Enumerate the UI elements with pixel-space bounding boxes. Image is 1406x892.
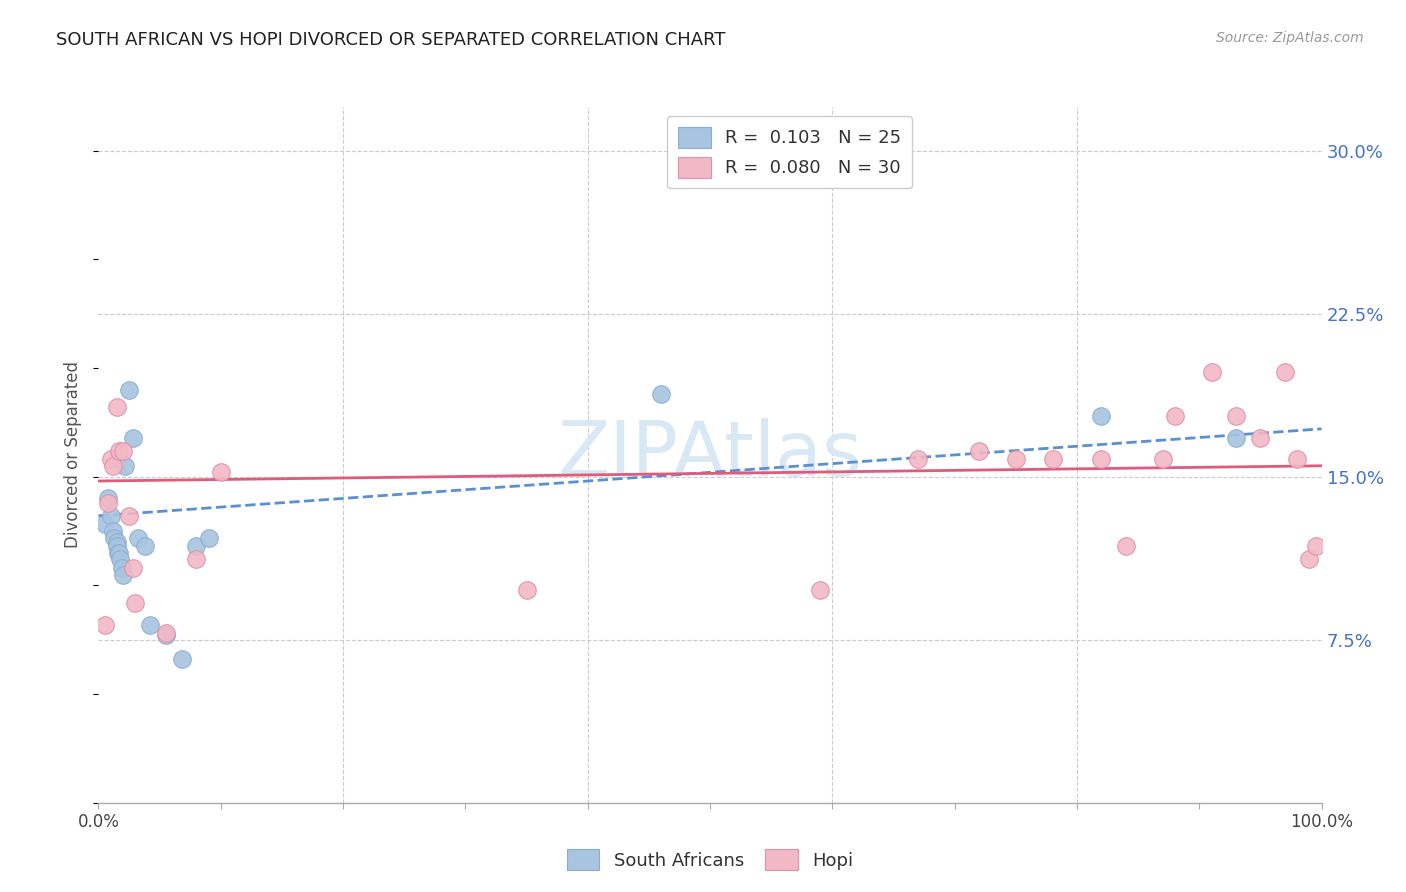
Point [197, 531, 219, 545]
Y-axis label: Divorced or Separated: Divorced or Separated [65, 361, 83, 549]
Point [111, 443, 134, 458]
Point [118, 508, 141, 523]
Point [107, 546, 129, 560]
Point [105, 400, 128, 414]
Point [515, 582, 537, 597]
Point [1286, 452, 1309, 467]
Point [1164, 409, 1187, 423]
Point [127, 531, 149, 545]
Text: ZIPAtlas: ZIPAtlas [558, 418, 862, 491]
Point [108, 546, 131, 560]
Point [121, 431, 143, 445]
Point [1201, 365, 1223, 379]
Point [93, 617, 115, 632]
Point [1298, 552, 1320, 566]
Point [808, 582, 831, 597]
Point [101, 524, 124, 538]
Text: SOUTH AFRICAN VS HOPI DIVORCED OR SEPARATED CORRELATION CHART: SOUTH AFRICAN VS HOPI DIVORCED OR SEPARA… [56, 31, 725, 49]
Point [1004, 452, 1026, 467]
Point [1090, 452, 1112, 467]
Point [111, 567, 134, 582]
Point [100, 508, 122, 523]
Point [108, 443, 131, 458]
Point [105, 535, 128, 549]
Point [1274, 365, 1296, 379]
Point [1225, 431, 1247, 445]
Point [1090, 409, 1112, 423]
Point [155, 628, 177, 642]
Point [209, 466, 232, 480]
Point [1305, 539, 1327, 553]
Point [100, 452, 122, 467]
Point [139, 617, 162, 632]
Point [967, 443, 990, 458]
Point [907, 452, 929, 467]
Point [105, 539, 128, 553]
Point [101, 458, 124, 473]
Point [103, 531, 125, 545]
Point [155, 626, 177, 640]
Point [1225, 409, 1247, 423]
Point [111, 561, 134, 575]
Point [134, 539, 156, 553]
Point [1152, 452, 1174, 467]
Point [650, 387, 672, 401]
Point [93, 517, 115, 532]
Point [124, 596, 146, 610]
Text: Source: ZipAtlas.com: Source: ZipAtlas.com [1216, 31, 1364, 45]
Point [97, 496, 120, 510]
Point [170, 652, 193, 666]
Point [186, 539, 208, 553]
Point [110, 552, 132, 566]
Point [118, 383, 141, 397]
Point [186, 552, 208, 566]
Point [1042, 452, 1064, 467]
Point [114, 458, 136, 473]
Point [121, 561, 143, 575]
Point [1115, 539, 1137, 553]
Point [1249, 431, 1271, 445]
Point [97, 491, 120, 506]
Legend: South Africans, Hopi: South Africans, Hopi [560, 842, 860, 877]
